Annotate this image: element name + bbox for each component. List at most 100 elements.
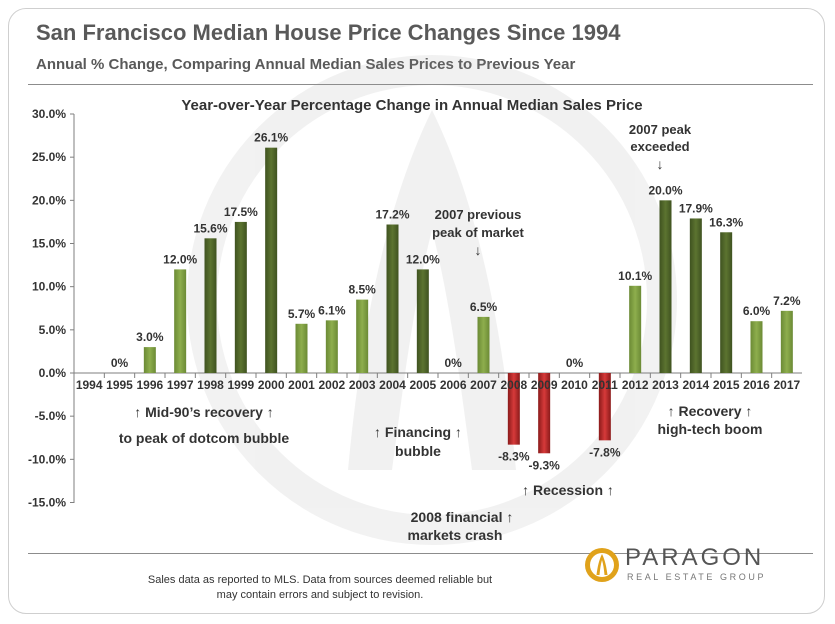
- x-tick-label: 2005: [409, 378, 436, 392]
- annotation-financing-line1: ↑ Financing ↑: [374, 424, 462, 440]
- x-tick-label: 2001: [288, 378, 315, 392]
- bar-2016: [750, 321, 763, 373]
- data-label-2011: -7.8%: [589, 445, 621, 459]
- data-label-2012: 10.1%: [618, 269, 652, 283]
- data-label-2015: 16.3%: [709, 215, 743, 229]
- page-title: San Francisco Median House Price Changes…: [36, 20, 621, 45]
- x-tick-label: 2013: [652, 378, 679, 392]
- bar-2004: [386, 224, 399, 373]
- data-label-1996: 3.0%: [136, 330, 164, 344]
- x-tick-label: 2015: [713, 378, 740, 392]
- data-label-2001: 5.7%: [288, 307, 316, 321]
- footnote-line-1: Sales data as reported to MLS. Data from…: [147, 574, 493, 586]
- x-tick-label: 2016: [743, 378, 770, 392]
- footnote-line-2: may contain errors and subject to revisi…: [216, 589, 424, 601]
- bar-2009: [538, 373, 551, 454]
- y-tick-label: 0.0%: [39, 366, 67, 380]
- paragon-emblem-icon: [585, 548, 619, 582]
- y-tick-label: 15.0%: [32, 237, 66, 251]
- footer-divider: [28, 553, 813, 554]
- data-label-2004: 17.2%: [375, 208, 409, 222]
- data-label-2007: 6.5%: [470, 300, 498, 314]
- x-tick-label: 1997: [167, 378, 194, 392]
- y-tick-label: 5.0%: [39, 323, 67, 337]
- x-tick-label: 2009: [531, 378, 558, 392]
- x-tick-label: 1999: [227, 378, 254, 392]
- bar-2008: [507, 373, 520, 445]
- bar-1998: [204, 238, 217, 373]
- bar-2003: [356, 299, 369, 373]
- x-tick-label: 2002: [318, 378, 345, 392]
- y-tick-label: -10.0%: [28, 452, 66, 466]
- bar-1997: [174, 269, 187, 373]
- annotation-peak-line2: exceeded: [630, 139, 689, 154]
- data-label-2014: 17.9%: [679, 201, 713, 215]
- data-label-2017: 7.2%: [773, 294, 801, 308]
- data-label-2005: 12.0%: [406, 252, 440, 266]
- bar-1999: [234, 221, 247, 373]
- x-tick-label: 2006: [440, 378, 467, 392]
- x-tick-label: 2000: [258, 378, 285, 392]
- x-tick-label: 1994: [76, 378, 103, 392]
- x-tick-label: 2017: [773, 378, 800, 392]
- paragon-logo: PARAGON REAL ESTATE GROUP: [583, 544, 783, 584]
- x-tick-label: 2008: [500, 378, 527, 392]
- x-tick-label: 1996: [136, 378, 163, 392]
- x-tick-label: 2012: [622, 378, 649, 392]
- data-label-1999: 17.5%: [224, 205, 258, 219]
- y-tick-label: 10.0%: [32, 280, 66, 294]
- data-label-2009: -9.3%: [528, 458, 560, 472]
- y-tick-label: 20.0%: [32, 193, 66, 207]
- data-label-2000: 26.1%: [254, 131, 288, 145]
- chart-frame: [8, 8, 825, 614]
- bar-2011: [598, 373, 611, 441]
- annotation-prevpeak-line1: 2007 previous: [435, 207, 522, 222]
- x-tick-label: 1998: [197, 378, 224, 392]
- brand-name: PARAGON: [625, 544, 765, 571]
- bar-1996: [143, 347, 156, 373]
- bar-2000: [265, 147, 278, 373]
- data-label-1995: 0%: [111, 356, 129, 370]
- x-tick-label: 2011: [592, 378, 618, 392]
- bar-2001: [295, 323, 308, 373]
- x-tick-label: 2003: [349, 378, 376, 392]
- data-label-1997: 12.0%: [163, 252, 197, 266]
- data-label-2016: 6.0%: [743, 304, 771, 318]
- bar-2017: [780, 310, 793, 373]
- x-tick-label: 2010: [561, 378, 588, 392]
- y-tick-label: -5.0%: [35, 409, 67, 423]
- data-label-1998: 15.6%: [193, 221, 227, 235]
- annotation-peak-line1: 2007 peak: [629, 122, 692, 137]
- annotation-prevpeak-line2: peak of market: [432, 225, 524, 240]
- bar-2007: [477, 316, 490, 373]
- brand-tagline: REAL ESTATE GROUP: [627, 572, 767, 582]
- page-subtitle: Annual % Change, Comparing Annual Median…: [36, 56, 576, 73]
- annotation-crash-line1: 2008 financial ↑: [411, 509, 514, 525]
- data-label-2008: -8.3%: [498, 450, 530, 464]
- footnote: Sales data as reported to MLS. Data from…: [110, 573, 530, 603]
- bar-2014: [689, 218, 702, 373]
- x-tick-label: 2014: [682, 378, 709, 392]
- bar-2005: [416, 269, 429, 373]
- y-tick-label: 30.0%: [32, 107, 66, 121]
- y-tick-label: 25.0%: [32, 150, 66, 164]
- chart-title: Year-over-Year Percentage Change in Annu…: [181, 97, 642, 114]
- bar-2015: [720, 232, 733, 373]
- annotation-crash-line2: markets crash: [408, 527, 503, 543]
- bar-2013: [659, 200, 672, 373]
- data-label-2003: 8.5%: [348, 283, 376, 297]
- annotation-recovery-line1: ↑ Recovery ↑: [668, 403, 753, 419]
- x-tick-label: 2007: [470, 378, 497, 392]
- bar-2002: [325, 320, 338, 373]
- data-label-2010: 0%: [566, 356, 584, 370]
- annotation-peak-arrow: ↓: [657, 156, 664, 172]
- annotation-financing-line2: bubble: [395, 443, 441, 459]
- annotation-recovery-line2: high-tech boom: [658, 421, 763, 437]
- x-tick-label: 1995: [106, 378, 133, 392]
- annotation-mid90-line1: ↑ Mid-90’s recovery ↑: [134, 404, 274, 420]
- data-label-2002: 6.1%: [318, 303, 346, 317]
- x-tick-label: 2004: [379, 378, 406, 392]
- annotation-mid90-line2: to peak of dotcom bubble: [119, 430, 290, 446]
- y-tick-label: -15.0%: [28, 496, 66, 510]
